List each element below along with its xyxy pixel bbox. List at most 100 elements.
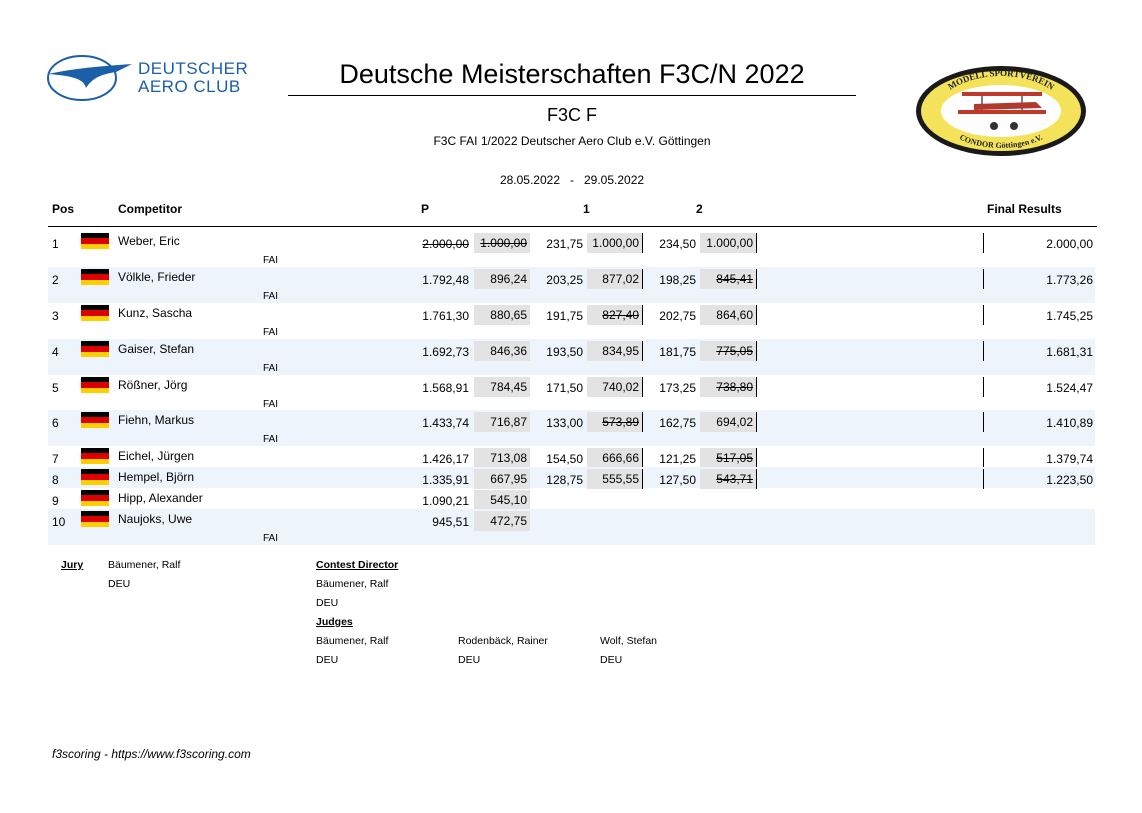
competitor-name: Weber, Eric <box>118 234 180 248</box>
germany-flag-icon <box>81 412 109 428</box>
fai-tag: FAI <box>263 255 279 266</box>
round-2-normalized-score: 694,02 <box>700 412 757 432</box>
judge-name: Rodenbäck, Rainer <box>458 635 548 647</box>
table-row: 2 Völkle, Frieder FAI 1.792,48 896,24 203,25 8… <box>48 267 1095 303</box>
jury-country: DEU <box>108 578 131 590</box>
prelim-normalized-score: 667,95 <box>474 469 530 489</box>
round-1-normalized-score: 877,02 <box>587 269 643 289</box>
round-2-raw-score: 234,50 <box>659 237 696 251</box>
judge-country: DEU <box>458 654 481 666</box>
contest-director-name: Bäumener, Ralf <box>316 578 389 590</box>
competitor-name: Eichel, Jürgen <box>118 449 195 463</box>
table-row: 10 Naujoks, Uwe FAI 945,51 472,75 <box>48 509 1095 545</box>
fai-tag: FAI <box>263 327 279 338</box>
contest-director-label: Contest Director <box>316 559 399 571</box>
germany-flag-icon <box>81 269 109 285</box>
round-2-raw-score: 198,25 <box>659 273 696 287</box>
final-result: 1.745,25 <box>1046 309 1093 323</box>
position: 3 <box>52 309 59 323</box>
dac-logo: DEUTSCHER AERO CLUB <box>46 44 276 104</box>
position: 9 <box>52 494 59 508</box>
class-subtitle: F3C F <box>546 105 597 125</box>
fai-tag: FAI <box>263 533 279 544</box>
position: 5 <box>52 381 59 395</box>
judge-name: Bäumener, Ralf <box>316 635 389 647</box>
final-divider <box>983 448 984 468</box>
competitor-name: Gaiser, Stefan <box>118 342 195 356</box>
judges-label: Judges <box>316 616 353 628</box>
position: 10 <box>52 515 66 529</box>
germany-flag-icon <box>81 448 109 464</box>
biplane-badge-icon: MODELL SPORTVEREIN CONDOR Göttingen e.V. <box>916 66 1086 156</box>
round-1-raw-score: 133,00 <box>546 416 583 430</box>
competitor-name: Völkle, Frieder <box>118 270 196 284</box>
prelim-raw-score: 1.792,48 <box>422 273 469 287</box>
table-row: 6 Fiehn, Markus FAI 1.433,74 716,87 133,00 573… <box>48 410 1095 446</box>
fai-tag: FAI <box>263 291 279 302</box>
prelim-raw-score: 1.692,73 <box>422 345 469 359</box>
round-1-normalized-score: 1.000,00 <box>587 233 643 253</box>
table-row: 8 Hempel, Björn 1.335,91 667,95 128,75 555,55… <box>48 467 1095 489</box>
prelim-raw-score: 1.090,21 <box>422 494 469 508</box>
competitor-name: Kunz, Sascha <box>118 306 193 320</box>
germany-flag-icon <box>81 469 109 485</box>
prelim-normalized-score: 1.000,00 <box>474 233 530 253</box>
final-result: 1.410,89 <box>1046 416 1093 430</box>
germany-flag-icon <box>81 511 109 527</box>
competitor-name: Hempel, Björn <box>118 470 195 484</box>
page-title: Deutsche Meisterschaften F3C/N 2022 <box>339 59 805 89</box>
round-1-normalized-score: 555,55 <box>587 469 643 489</box>
germany-flag-icon <box>81 233 109 249</box>
final-divider <box>983 233 984 253</box>
round-1-raw-score: 154,50 <box>546 452 583 466</box>
round-2-raw-score: 173,25 <box>659 381 696 395</box>
prelim-normalized-score: 846,36 <box>474 341 530 361</box>
judge-country: DEU <box>316 654 339 666</box>
final-result: 1.379,74 <box>1046 452 1093 466</box>
final-divider <box>983 469 984 489</box>
competitor-name: Hipp, Alexander <box>118 491 203 505</box>
final-divider <box>983 412 984 432</box>
prelim-raw-score: 1.335,91 <box>422 473 469 487</box>
final-divider <box>983 377 984 397</box>
col-header-final: Final Results <box>987 202 1062 216</box>
table-row: 5 Rößner, Jörg FAI 1.568,91 784,45 171,50 740,… <box>48 375 1095 410</box>
round-2-normalized-score: 517,05 <box>700 448 757 468</box>
prelim-raw-score: 1.433,74 <box>422 416 469 430</box>
date-from: 28.05.2022 <box>499 173 560 187</box>
title-underline <box>288 95 856 96</box>
event-dates: 28.05.2022-29.05.2022 <box>288 173 856 187</box>
round-1-raw-score: 231,75 <box>546 237 583 251</box>
col-header-p: P <box>421 202 430 216</box>
round-2-normalized-score: 1.000,00 <box>700 233 757 253</box>
germany-flag-icon <box>81 377 109 393</box>
prelim-raw-score: 1.568,91 <box>422 381 469 395</box>
prelim-raw-score: 1.426,17 <box>422 452 469 466</box>
judge-name: Wolf, Stefan <box>600 635 658 647</box>
jury-label: Jury <box>61 559 84 571</box>
round-1-raw-score: 191,75 <box>546 309 583 323</box>
col-header-round-1: 1 <box>583 202 590 216</box>
competitor-name: Rößner, Jörg <box>118 378 188 392</box>
round-1-normalized-score: 740,02 <box>587 377 643 397</box>
prelim-normalized-score: 716,87 <box>474 412 530 432</box>
footer-credit: f3scoring - https://www.f3scoring.com <box>52 747 251 761</box>
table-row: 9 Hipp, Alexander 1.090,21 545,10 <box>48 488 1095 510</box>
col-header-pos: Pos <box>52 202 75 216</box>
germany-flag-icon <box>81 490 109 506</box>
final-divider <box>983 341 984 361</box>
round-2-raw-score: 127,50 <box>659 473 696 487</box>
position: 8 <box>52 473 59 487</box>
round-2-raw-score: 162,75 <box>659 416 696 430</box>
prelim-normalized-score: 472,75 <box>474 511 530 531</box>
position: 7 <box>52 452 59 466</box>
round-2-normalized-score: 543,71 <box>700 469 757 489</box>
round-2-raw-score: 121,25 <box>659 452 696 466</box>
final-result: 2.000,00 <box>1046 237 1093 251</box>
round-2-raw-score: 202,75 <box>659 309 696 323</box>
competitor-name: Fiehn, Markus <box>118 413 195 427</box>
event-line: F3C FAI 1/2022 Deutscher Aero Club e.V. … <box>433 134 711 148</box>
prelim-normalized-score: 545,10 <box>474 490 530 510</box>
final-result: 1.773,26 <box>1046 273 1093 287</box>
round-2-normalized-score: 738,80 <box>700 377 757 397</box>
